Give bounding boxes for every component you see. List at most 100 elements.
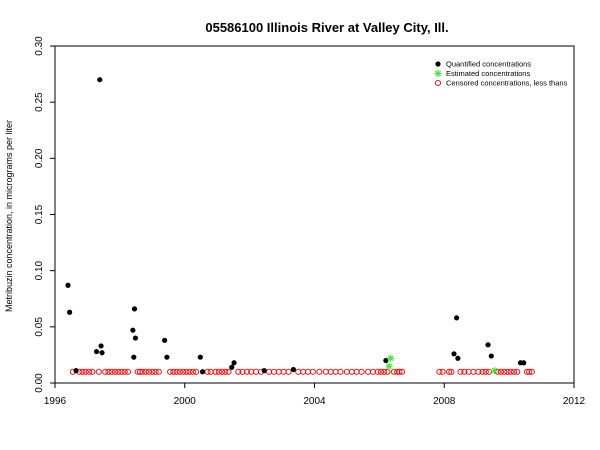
data-point — [384, 368, 391, 375]
data-point — [461, 368, 468, 375]
data-point — [118, 368, 125, 375]
data-point — [170, 368, 177, 375]
data-point — [239, 368, 246, 375]
data-point — [121, 368, 128, 375]
y-tick-label: 0.00 — [34, 373, 45, 393]
data-point — [86, 368, 93, 375]
data-point — [222, 368, 229, 375]
data-point — [219, 368, 226, 375]
data-point — [176, 368, 183, 375]
data-point — [261, 368, 267, 374]
data-point — [66, 309, 73, 315]
data-point — [514, 368, 521, 375]
data-point — [455, 355, 461, 361]
data-point — [149, 368, 156, 375]
legend-marker — [435, 61, 441, 67]
data-point — [448, 368, 455, 375]
data-point — [132, 335, 139, 341]
data-point — [451, 351, 457, 357]
data-point — [510, 368, 518, 375]
axis-ticks: 1996 2000 2004 2008 2012 0.00 0.05 0.10 0.15 0.20… — [34, 36, 586, 407]
data-point — [155, 368, 162, 375]
data-point — [111, 368, 119, 375]
data-point — [105, 368, 112, 375]
data-point — [528, 368, 535, 375]
data-point — [309, 368, 316, 375]
data-point — [93, 348, 100, 355]
data-point — [136, 368, 144, 375]
data-point — [65, 282, 71, 288]
data-point — [193, 368, 200, 375]
data-point — [231, 360, 237, 366]
data-point — [479, 368, 486, 375]
data-point — [199, 369, 206, 375]
data-point — [215, 368, 222, 375]
data-point — [73, 368, 79, 374]
data-point — [186, 368, 193, 375]
data-point — [183, 368, 190, 375]
data-point — [99, 350, 105, 356]
data-point — [387, 354, 395, 362]
data-point — [457, 368, 464, 375]
data-point — [285, 368, 292, 375]
series-0 — [65, 77, 527, 375]
data-point — [290, 366, 297, 373]
y-tick-label: 0.30 — [34, 36, 45, 56]
data-point — [180, 368, 187, 375]
data-point — [337, 368, 344, 375]
data-point — [162, 337, 168, 343]
data-point — [229, 364, 235, 370]
x-tick-label: 2012 — [563, 396, 586, 407]
data-point — [212, 368, 219, 375]
y-tick-label: 0.15 — [34, 204, 45, 224]
data-point — [446, 368, 453, 375]
data-point — [488, 353, 494, 359]
legend-marker — [434, 70, 442, 77]
data-point — [124, 368, 132, 375]
data-point — [501, 368, 508, 375]
data-point — [130, 327, 136, 333]
data-point — [383, 357, 389, 364]
y-tick-label: 0.25 — [34, 92, 45, 112]
data-point — [131, 354, 137, 360]
x-tick-label: 2008 — [433, 396, 456, 407]
data-point — [225, 368, 232, 375]
data-point — [316, 368, 323, 375]
data-point — [79, 368, 86, 375]
data-point — [131, 306, 138, 312]
data-point — [164, 354, 170, 360]
x-tick-label: 1996 — [44, 396, 67, 407]
data-point — [197, 354, 203, 360]
data-point — [152, 368, 159, 375]
data-point — [399, 368, 406, 375]
data-point — [142, 368, 149, 375]
legend-entry: Estimated concentrations — [446, 69, 530, 78]
data-point — [235, 368, 242, 375]
y-tick-label: 0.05 — [34, 317, 45, 337]
x-tick-label: 2004 — [303, 396, 326, 407]
data-point — [377, 368, 385, 375]
chart-title: 05586100 Illinois River at Valley City, … — [205, 20, 448, 35]
data-point — [497, 368, 505, 375]
data-point — [485, 368, 493, 375]
data-point — [485, 342, 491, 348]
data-point — [475, 368, 482, 375]
data-point — [381, 368, 388, 375]
data-point — [173, 368, 180, 375]
data-point — [189, 368, 196, 375]
legend-entry: Censored concentrations, less thans — [446, 79, 568, 88]
data-point — [89, 368, 96, 375]
data-point — [385, 362, 393, 370]
data-point — [95, 368, 102, 375]
series-1 — [385, 354, 499, 375]
data-point — [436, 368, 443, 375]
y-axis-label: Metribuzin concentration, in micrograms … — [4, 120, 14, 312]
data-point — [507, 368, 514, 375]
data-point — [102, 368, 109, 375]
data-point — [358, 368, 365, 375]
data-point — [504, 368, 511, 375]
y-tick-label: 0.20 — [34, 148, 45, 168]
data-point — [396, 368, 403, 375]
